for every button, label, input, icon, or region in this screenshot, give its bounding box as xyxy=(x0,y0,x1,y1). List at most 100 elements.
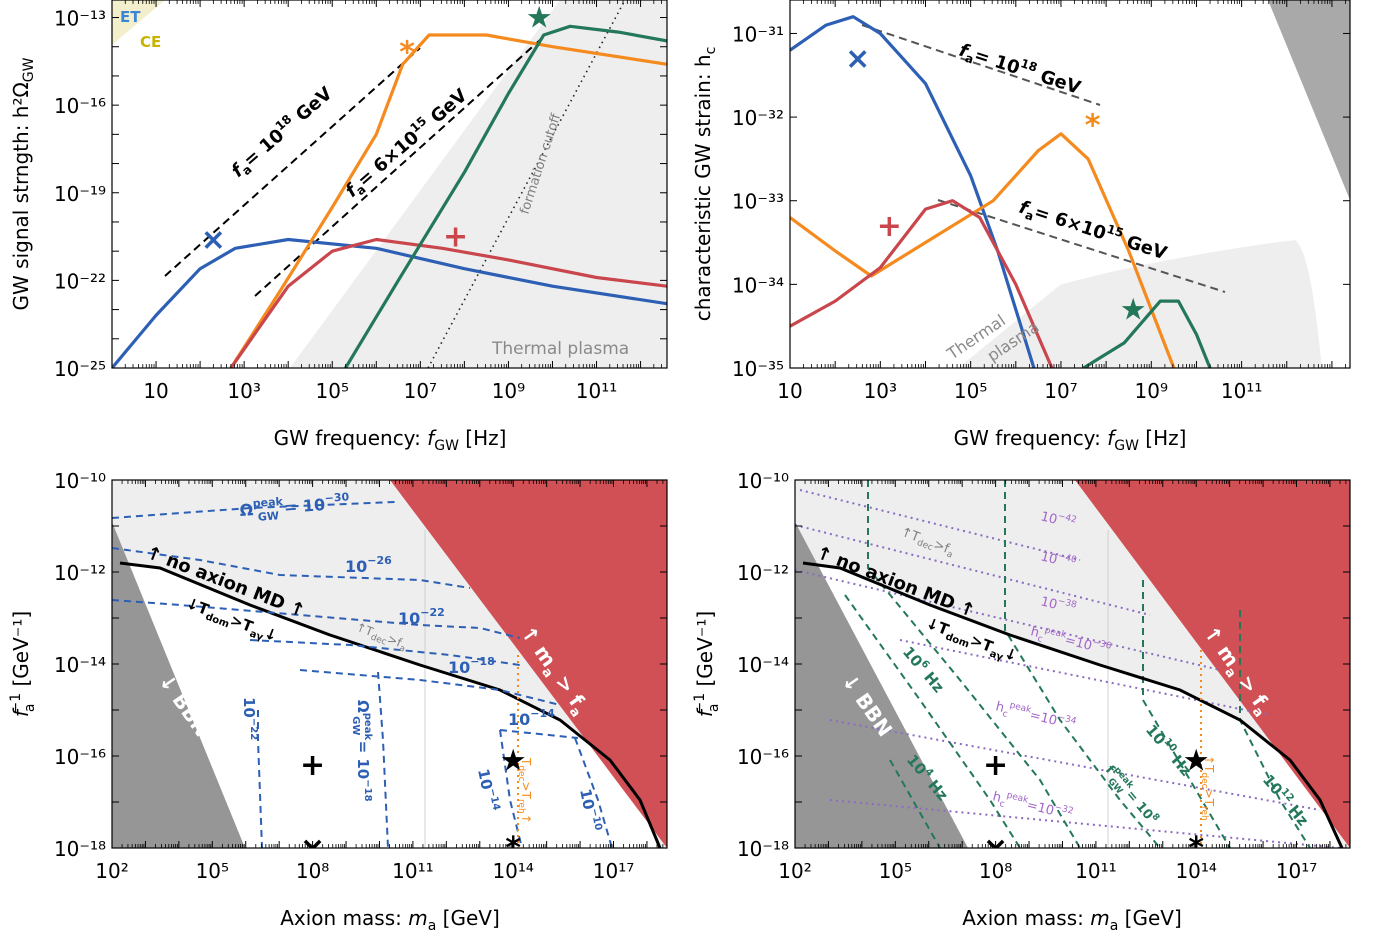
x-tick-label: 10⁷ xyxy=(404,379,437,403)
fa-1e18-label: fa= 1018 GeV xyxy=(956,37,1084,101)
ce-label: CE xyxy=(140,33,161,51)
red-region xyxy=(390,480,667,848)
x-tick-label: 10¹¹ xyxy=(392,859,433,883)
x-tick-label: 10 xyxy=(777,379,802,403)
x-tick-label: 10¹⁷ xyxy=(1276,859,1317,883)
y-tick-label: 10⁻¹⁸ xyxy=(737,837,789,861)
formation-cutoff-line xyxy=(427,0,626,368)
tdec-treh-label: ↑Tdec>Treh xyxy=(1199,755,1216,821)
x-tick-label: 10² xyxy=(95,859,128,883)
et-label: ET xyxy=(120,8,141,26)
series-red-curve xyxy=(790,199,1054,368)
y-tick-label: 10⁻¹⁴ xyxy=(54,653,106,677)
y-tick-label: 10⁻¹² xyxy=(737,561,789,585)
y-tick-label: 10⁻¹⁰ xyxy=(737,469,789,493)
y-tick-label: 10⁻¹² xyxy=(54,561,106,585)
thermal-plasma-region xyxy=(958,240,1322,368)
benchmark-marker: ★ xyxy=(500,744,527,779)
series-blue-curve xyxy=(790,15,1036,368)
series-green-curve xyxy=(1082,299,1212,368)
benchmark-marker: * xyxy=(505,831,521,866)
y-tick-label: 10⁻¹⁹ xyxy=(54,182,106,206)
series-blue-curve xyxy=(112,237,667,368)
benchmark-marker: × xyxy=(300,831,325,866)
benchmark-marker: + xyxy=(300,748,325,783)
x-tick-label: 10¹⁴ xyxy=(1175,859,1216,883)
benchmark-marker: ★ xyxy=(526,1,553,36)
x-tick-label: 10³ xyxy=(227,379,260,403)
freq-contours xyxy=(844,480,1311,848)
y-tick-label: 10⁻²² xyxy=(54,269,106,293)
series-red-curve xyxy=(229,237,667,368)
x-tick-label: 10⁵ xyxy=(954,379,987,403)
red-region xyxy=(1075,480,1350,848)
white-region xyxy=(112,564,658,848)
benchmark-marker: * xyxy=(1188,831,1204,866)
y-tick-label: 10⁻³³ xyxy=(732,190,784,214)
xlabel-br: Axion mass: ma [GeV] xyxy=(962,906,1182,934)
benchmark-marker: × xyxy=(983,831,1008,866)
x-tick-label: 10⁸ xyxy=(296,859,329,883)
bbn-region xyxy=(112,522,245,848)
x-tick-label: 10⁹ xyxy=(492,379,525,403)
series-green-curve xyxy=(344,24,667,368)
benchmark-marker: * xyxy=(1085,108,1101,143)
fa-1e18-dashed xyxy=(861,24,1101,106)
fa-6e15-label: fa= 6×1015 GeV xyxy=(1016,194,1170,266)
x-tick-label: 10⁹ xyxy=(1135,379,1168,403)
omega-contours xyxy=(112,501,613,848)
ylabel-tr: characteristic GW strain: hc xyxy=(691,47,719,322)
white-region xyxy=(795,564,1340,848)
ylabel-tl: GW signal strngth: h²ΩGW xyxy=(9,57,37,310)
x-tick-label: 10¹⁴ xyxy=(492,859,533,883)
x-tick-label: 10 xyxy=(143,379,168,403)
xlabel-bl: Axion mass: ma [GeV] xyxy=(280,906,500,934)
benchmark-marker: × xyxy=(201,222,226,257)
ylabel-br: fa−1 [GeV⁻¹] xyxy=(692,611,722,717)
y-tick-label: 10⁻³¹ xyxy=(732,22,784,46)
y-tick-label: 10⁻¹⁸ xyxy=(54,837,106,861)
bbn-gw-region xyxy=(1268,0,1350,200)
x-tick-label: 10¹¹ xyxy=(1075,859,1116,883)
x-tick-label: 10¹¹ xyxy=(576,379,617,403)
x-tick-label: 10¹¹ xyxy=(1221,379,1262,403)
x-tick-label: 10¹⁷ xyxy=(593,859,634,883)
benchmark-marker: + xyxy=(443,220,468,255)
x-tick-label: 10⁵ xyxy=(196,859,229,883)
xlabel-tr: GW frequency: fGW [Hz] xyxy=(954,426,1187,454)
y-tick-label: 10⁻¹⁶ xyxy=(54,745,106,769)
benchmark-marker: + xyxy=(983,748,1008,783)
bbn-region xyxy=(795,522,968,848)
y-tick-label: 10⁻²⁵ xyxy=(54,357,106,381)
x-tick-label: 10⁷ xyxy=(1044,379,1077,403)
panel-omega-contours: ×+ ★* ΩpeakGW = 10−30 10−26 10−22 10−18 1… xyxy=(8,469,668,934)
benchmark-marker: ★ xyxy=(1183,744,1210,779)
benchmark-marker: + xyxy=(877,209,902,244)
y-tick-label: 10⁻¹⁰ xyxy=(54,469,106,493)
x-tick-label: 10⁸ xyxy=(979,859,1012,883)
et-sensitivity-region xyxy=(112,0,165,45)
benchmark-marker: ★ xyxy=(1120,292,1147,327)
omega-1e-18-vert: ΩpeakGW = 10−18 xyxy=(350,700,373,802)
x-tick-label: 10⁵ xyxy=(879,859,912,883)
xlabel-tl: GW frequency: fGW [Hz] xyxy=(274,426,507,454)
y-tick-label: 10⁻³⁵ xyxy=(732,357,784,381)
panel-gw-signal-strength: ET CE Thermal plasma formation cutoff fa… xyxy=(9,0,668,454)
fa-6e15-dashed xyxy=(254,39,541,297)
x-tick-label: 10³ xyxy=(864,379,897,403)
series-orange-curve xyxy=(229,33,667,368)
no-axion-md-boundary xyxy=(802,561,1344,848)
y-tick-label: 10⁻³⁴ xyxy=(732,273,784,297)
thermal-plasma-region xyxy=(290,0,667,368)
fa-6e15-dashed xyxy=(937,199,1226,293)
y-tick-label: 10⁻¹³ xyxy=(54,7,106,31)
series-orange-curve xyxy=(790,132,1176,368)
x-tick-label: 10⁵ xyxy=(316,379,349,403)
benchmark-marker: × xyxy=(845,42,870,77)
y-tick-label: 10⁻¹⁶ xyxy=(54,94,106,118)
thermal-plasma-label: Thermal plasma xyxy=(491,339,629,359)
benchmark-marker: * xyxy=(399,36,415,71)
y-tick-label: 10⁻¹⁴ xyxy=(737,653,789,677)
x-tick-label: 10² xyxy=(778,859,811,883)
